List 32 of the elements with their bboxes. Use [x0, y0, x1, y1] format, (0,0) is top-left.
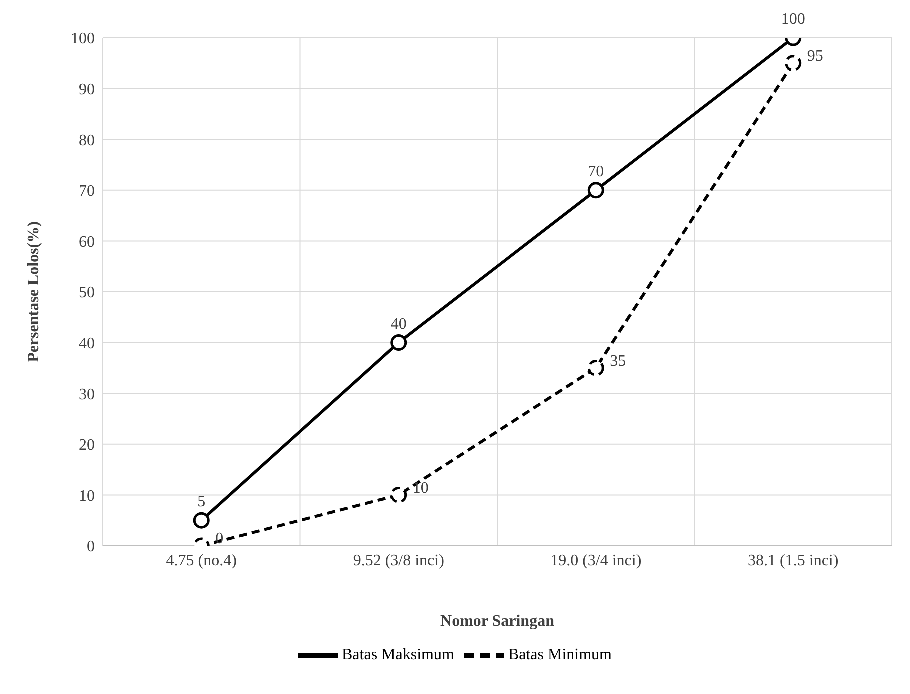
legend-label: Batas Minimum — [508, 646, 612, 664]
y-tick-label: 10 — [79, 488, 95, 505]
point — [785, 55, 802, 72]
x-tick-label: 19.0 (3/4 inci) — [550, 552, 642, 570]
y-tick-label: 90 — [79, 81, 95, 98]
y-axis-title: Persentase Lolos(%) — [26, 222, 43, 362]
point — [193, 512, 210, 529]
y-tick-label: 70 — [79, 183, 95, 200]
data-label: 100 — [781, 11, 806, 28]
x-axis-title: Nomor Saringan — [440, 613, 555, 630]
x-tick-label: 9.52 (3/8 inci) — [353, 552, 444, 570]
data-label: 95 — [807, 48, 824, 66]
y-tick-label: 40 — [79, 335, 95, 352]
legend-label: Batas Maksimum — [342, 646, 454, 664]
point — [588, 182, 604, 199]
data-label: 5 — [198, 494, 206, 511]
data-label: 70 — [588, 163, 604, 180]
y-tick-label: 50 — [79, 284, 95, 302]
y-tick-label: 30 — [79, 386, 95, 404]
y-tick-label: 0 — [87, 538, 95, 556]
data-label: 40 — [390, 316, 407, 333]
point — [588, 360, 604, 376]
y-tick-label: 20 — [79, 437, 95, 454]
y-tick-label: 100 — [71, 30, 95, 48]
y-tick-label: 60 — [79, 234, 95, 251]
x-tick-label: 4.75 (no.4) — [166, 552, 237, 570]
x-tick-label: 38.1 (1.5 inci) — [748, 552, 839, 570]
point — [390, 334, 408, 352]
data-label: 35 — [610, 352, 626, 370]
data-label: 10 — [412, 480, 429, 497]
point — [390, 486, 408, 504]
y-tick-label: 80 — [79, 132, 95, 150]
